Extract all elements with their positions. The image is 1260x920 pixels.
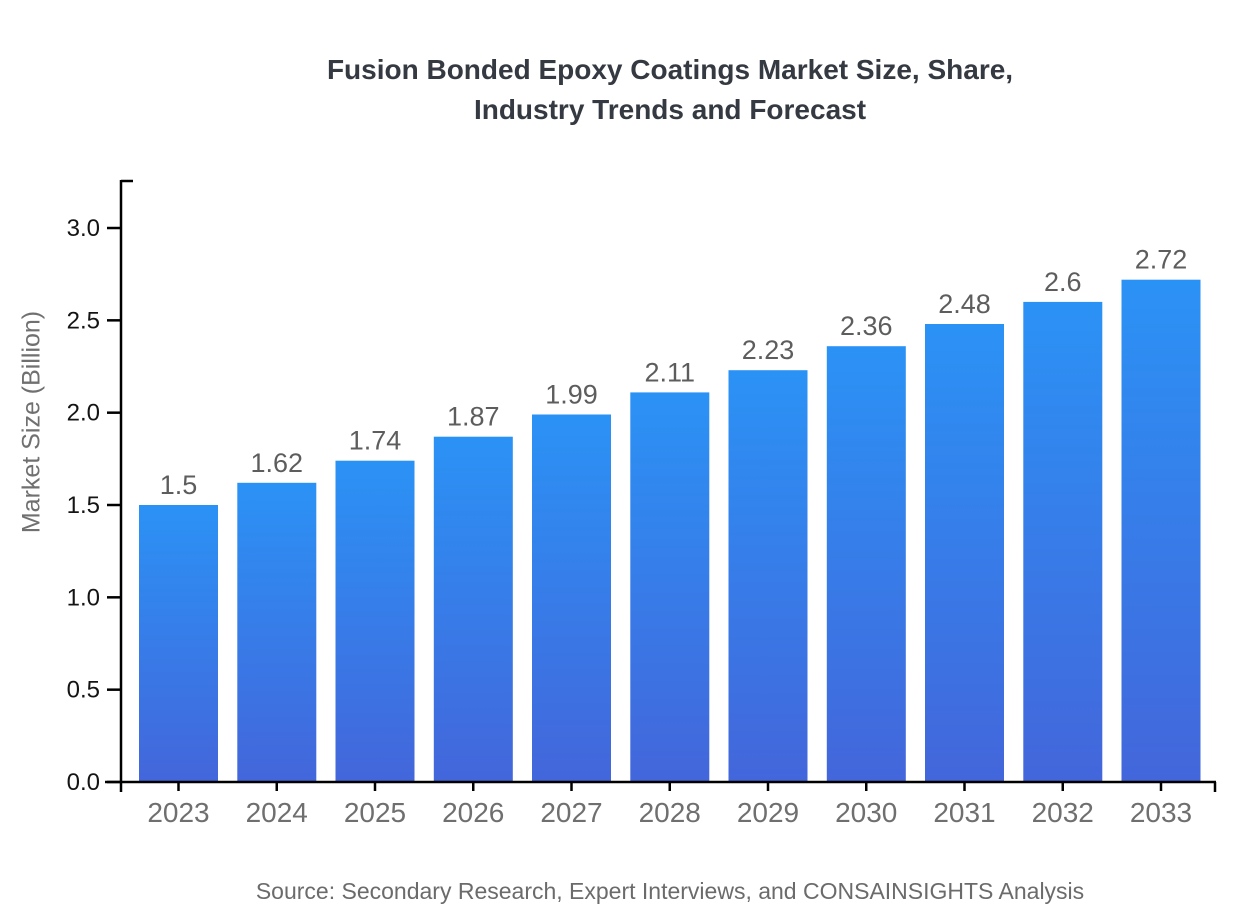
bar-value-label-2033: 2.72 [1135,245,1188,275]
x-tick-label-2025: 2025 [344,797,406,828]
bar-2031 [925,324,1004,782]
x-tick-label-2032: 2032 [1032,797,1094,828]
bar-value-label-2031: 2.48 [938,289,991,319]
bar-value-label-2024: 1.62 [250,448,303,478]
y-tick-label-0.0: 0.0 [67,769,100,796]
chart-title-line1: Fusion Bonded Epoxy Coatings Market Size… [326,54,1014,85]
y-tick-label-2.0: 2.0 [67,400,100,427]
x-tick-label-2026: 2026 [442,797,504,828]
bar-value-label-2025: 1.74 [349,426,402,456]
y-tick-label-1.5: 1.5 [67,492,100,519]
bar-value-label-2029: 2.23 [742,335,795,365]
x-tick-label-2028: 2028 [639,797,701,828]
x-tick-label-2029: 2029 [737,797,799,828]
source-note: Source: Secondary Research, Expert Inter… [255,878,1085,904]
bar-2025 [335,460,415,782]
x-tick-label-2031: 2031 [933,797,995,828]
x-tick-label-2030: 2030 [835,797,897,828]
y-tick-label-2.5: 2.5 [67,307,100,334]
bar-2029 [728,370,808,782]
x-tick-label-2033: 2033 [1130,797,1192,828]
bar-2027 [532,414,611,782]
x-tick-label-2027: 2027 [540,797,602,828]
y-tick-label-0.5: 0.5 [67,677,100,704]
chart-title: Fusion Bonded Epoxy Coatings Market Size… [150,50,1190,130]
bar-value-label-2032: 2.6 [1044,267,1082,297]
bar-value-label-2028: 2.11 [644,357,695,387]
chart-title-line2: Industry Trends and Forecast [473,94,867,125]
y-tick-label-3.0: 3.0 [67,215,100,242]
bar-value-label-2030: 2.36 [840,311,893,341]
bar-2030 [826,346,906,782]
x-tick-label-2024: 2024 [246,797,308,828]
bar-value-label-2023: 1.5 [160,470,198,500]
bar-2032 [1023,301,1103,782]
bar-2026 [433,436,513,782]
x-tick-label-2023: 2023 [147,797,209,828]
y-tick-label-1.0: 1.0 [67,584,100,611]
bar-2033 [1121,279,1201,782]
bar-2024 [237,482,317,782]
bar-value-label-2026: 1.87 [447,402,500,432]
bar-2023 [139,505,218,782]
bar-2028 [630,392,710,782]
bar-value-label-2027: 1.99 [545,380,598,410]
